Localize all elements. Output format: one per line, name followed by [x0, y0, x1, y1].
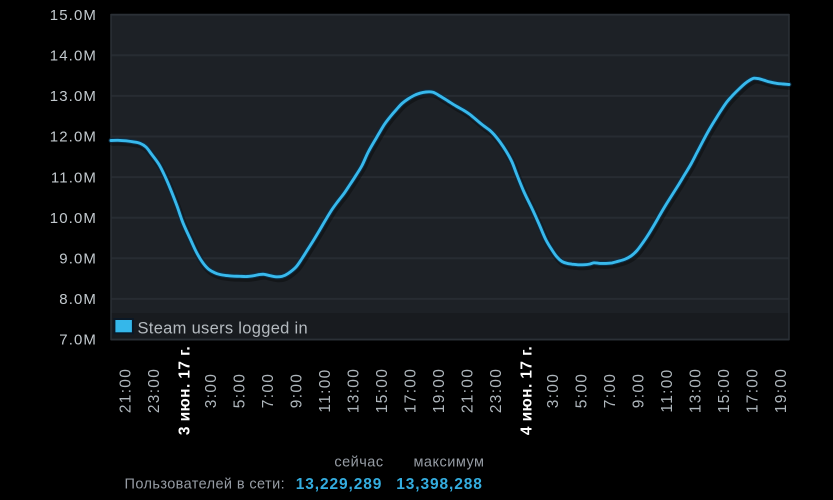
svg-text:15.0M: 15.0M [50, 7, 97, 24]
svg-text:9.0M: 9.0M [59, 251, 97, 268]
svg-text:15:00: 15:00 [374, 368, 391, 413]
svg-text:11:00: 11:00 [317, 368, 334, 412]
svg-text:9:00: 9:00 [289, 373, 306, 408]
svg-text:3 июн. 17 г.: 3 июн. 17 г. [177, 346, 194, 435]
svg-text:5:00: 5:00 [232, 373, 249, 408]
svg-text:7:00: 7:00 [260, 373, 277, 408]
svg-text:7.0M: 7.0M [59, 332, 97, 349]
svg-text:максимум: максимум [413, 455, 484, 471]
svg-text:17:00: 17:00 [403, 368, 420, 413]
svg-text:21:00: 21:00 [118, 368, 135, 413]
svg-text:23:00: 23:00 [146, 368, 163, 413]
svg-text:14.0M: 14.0M [50, 48, 97, 65]
svg-text:сейчас: сейчас [334, 455, 383, 471]
svg-text:Пользователей в сети:: Пользователей в сети: [125, 477, 285, 493]
svg-text:13,398,288: 13,398,288 [396, 476, 483, 493]
svg-text:19:00: 19:00 [431, 368, 448, 413]
svg-text:5:00: 5:00 [574, 373, 591, 408]
svg-text:19:00: 19:00 [773, 368, 790, 413]
svg-text:3:00: 3:00 [545, 373, 562, 408]
svg-text:12.0M: 12.0M [50, 129, 97, 146]
svg-text:13:00: 13:00 [346, 368, 363, 413]
svg-text:3:00: 3:00 [203, 373, 220, 408]
svg-text:8.0M: 8.0M [59, 291, 97, 308]
svg-text:4 июн. 17 г.: 4 июн. 17 г. [519, 346, 536, 435]
svg-text:13,229,289: 13,229,289 [296, 476, 383, 493]
svg-text:15:00: 15:00 [716, 368, 733, 413]
svg-text:11:00: 11:00 [659, 368, 676, 412]
svg-text:11.0M: 11.0M [51, 169, 97, 186]
svg-text:7:00: 7:00 [602, 373, 619, 408]
svg-text:17:00: 17:00 [745, 368, 762, 413]
svg-text:9:00: 9:00 [631, 373, 648, 408]
svg-text:10.0M: 10.0M [50, 210, 97, 227]
svg-text:13:00: 13:00 [688, 368, 705, 413]
svg-text:21:00: 21:00 [460, 368, 477, 413]
svg-text:13.0M: 13.0M [50, 88, 97, 105]
svg-text:Steam users logged in: Steam users logged in [138, 320, 308, 338]
svg-text:23:00: 23:00 [488, 368, 505, 413]
